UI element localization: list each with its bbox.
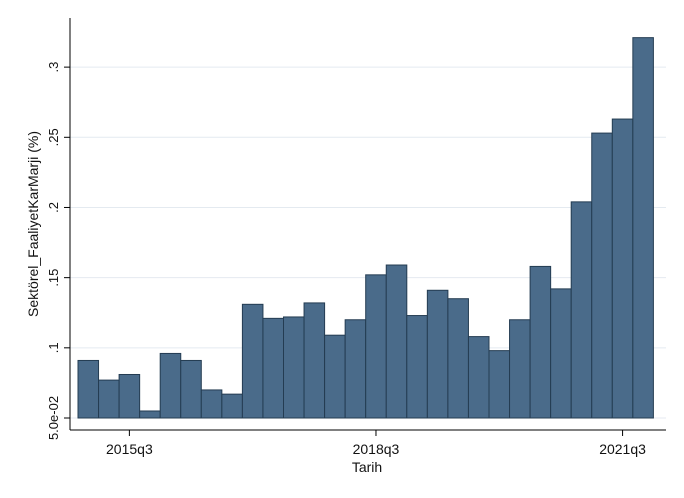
bar xyxy=(98,379,120,419)
bar xyxy=(283,316,305,419)
bar xyxy=(426,289,449,419)
y-axis-title: Sektörel_FaaliyetKarMarji (%) xyxy=(25,131,41,317)
y-axis-ticks: 5.0e-02 .1 .15 .2 .25 .3 xyxy=(46,62,70,440)
bar xyxy=(406,315,428,419)
x-tick-label: 2018q3 xyxy=(353,441,400,457)
bar xyxy=(77,359,100,419)
bar xyxy=(509,319,531,419)
bar xyxy=(385,264,408,419)
bar xyxy=(139,410,161,419)
bar xyxy=(200,389,223,419)
bar xyxy=(447,298,469,419)
bar xyxy=(159,352,182,419)
bar xyxy=(262,317,285,419)
bar xyxy=(632,37,654,419)
x-axis-ticks: 2015q3 2018q3 2021q3 xyxy=(106,430,646,457)
y-tick-label: .2 xyxy=(46,202,61,213)
bar xyxy=(365,274,387,419)
bar xyxy=(488,350,511,419)
y-tick-label: .15 xyxy=(46,269,61,287)
y-tick-label: .25 xyxy=(46,128,61,146)
bar xyxy=(180,359,202,419)
x-tick-label: 2021q3 xyxy=(599,441,646,457)
bar xyxy=(324,334,346,419)
bar xyxy=(529,265,552,419)
bar xyxy=(303,302,326,419)
bar xyxy=(221,393,243,419)
y-tick-label: .1 xyxy=(46,342,61,353)
bar xyxy=(591,132,613,419)
bar xyxy=(550,288,572,419)
bars xyxy=(77,37,654,419)
x-axis-title: Tarih xyxy=(352,459,382,475)
y-tick-label: 5.0e-02 xyxy=(46,396,61,440)
bar xyxy=(611,118,634,419)
bar xyxy=(344,319,367,419)
x-tick-label: 2015q3 xyxy=(106,441,153,457)
bar xyxy=(241,303,264,419)
y-tick-label: .3 xyxy=(46,62,61,73)
bar xyxy=(467,336,490,419)
bar xyxy=(570,201,593,419)
bar xyxy=(118,373,141,419)
